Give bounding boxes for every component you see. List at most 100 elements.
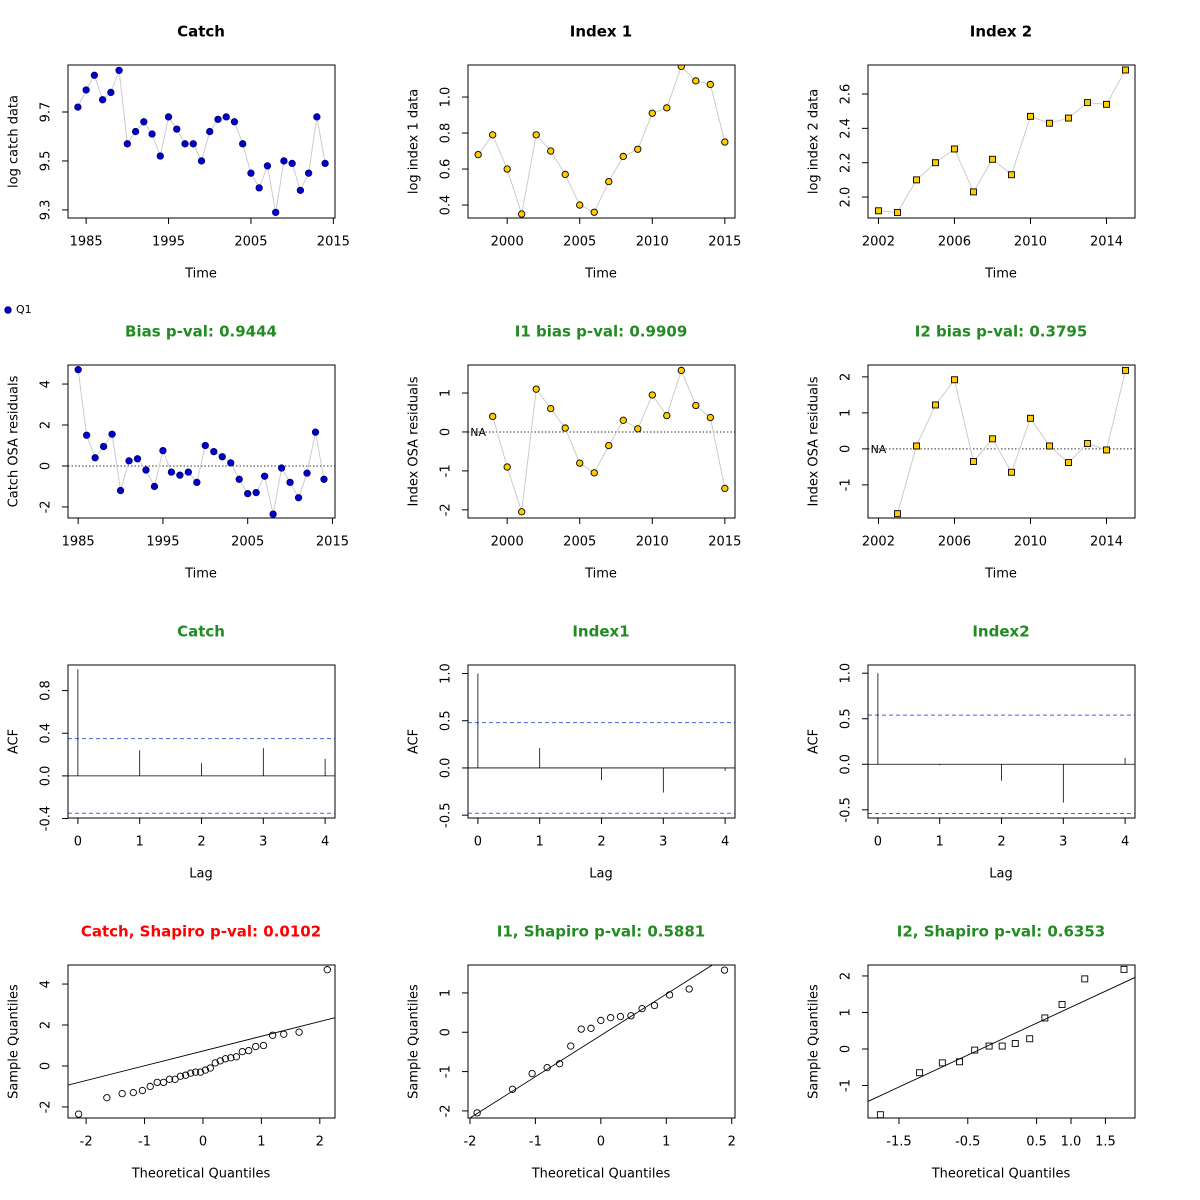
point: [206, 1064, 214, 1072]
x-tick-label: 0: [74, 835, 82, 850]
y-tick-label: 9.7: [39, 102, 54, 123]
plot-area: [875, 66, 1129, 216]
y-tick-label: 0.5: [439, 710, 454, 731]
point: [159, 446, 167, 455]
x-tick-label: 1: [936, 835, 944, 850]
point: [148, 130, 156, 138]
point: [638, 1005, 646, 1013]
x-tick-label: 2: [728, 1135, 736, 1150]
point: [176, 471, 184, 479]
point: [1011, 1040, 1019, 1047]
y-axis-label: ACF: [407, 729, 422, 754]
point: [171, 1075, 179, 1083]
x-tick-label: 2015: [708, 235, 741, 250]
point: [210, 447, 218, 456]
point: [597, 1016, 605, 1025]
x-tick-label: 2005: [563, 535, 596, 550]
point: [916, 1069, 924, 1077]
x-tick-label: 0: [597, 1135, 605, 1150]
series-line: [477, 65, 726, 215]
point: [255, 184, 263, 192]
x-tick-label: 4: [1121, 835, 1129, 850]
point: [650, 1001, 659, 1010]
y-tick-label: 2: [839, 972, 854, 980]
point: [685, 985, 693, 993]
plot-frame: [67, 964, 336, 1119]
point: [263, 162, 272, 170]
point: [295, 1028, 303, 1036]
point: [107, 88, 115, 97]
point: [648, 391, 656, 399]
x-tick-label: -2: [463, 1135, 476, 1150]
point: [181, 1071, 190, 1079]
y-tick-label: 1: [439, 389, 454, 397]
point: [561, 424, 569, 432]
point: [238, 1047, 246, 1056]
y-tick-label: 0: [439, 428, 454, 436]
y-tick-label: 2.6: [839, 84, 854, 105]
x-tick-label: 2006: [938, 535, 971, 550]
point: [663, 104, 671, 112]
point: [138, 1086, 147, 1095]
point: [627, 1012, 635, 1020]
y-tick-label: 0: [39, 1062, 54, 1070]
point: [503, 463, 511, 471]
point: [211, 1059, 219, 1067]
point: [1041, 1014, 1049, 1022]
point: [239, 140, 247, 148]
point: [235, 475, 243, 483]
x-tick-label: 2: [316, 1135, 324, 1150]
point: [875, 207, 882, 215]
point: [214, 115, 222, 123]
point: [108, 430, 116, 438]
y-tick-label: -1: [839, 478, 854, 491]
point: [913, 176, 920, 184]
point: [547, 147, 555, 155]
point: [74, 103, 82, 111]
point: [474, 150, 482, 159]
x-tick-label: 3: [659, 835, 667, 850]
x-tick-label: 2015: [708, 535, 741, 550]
y-axis-label: Sample Quantiles: [407, 984, 422, 1099]
panel: Catch, Shapiro p-val: 0.0102 Theoretical …: [7, 923, 336, 1182]
point: [1103, 100, 1110, 108]
x-tick-label: -0.5: [955, 1135, 980, 1150]
point: [1027, 112, 1034, 120]
point: [634, 425, 642, 433]
point: [118, 1089, 126, 1098]
x-tick-label: 4: [721, 835, 729, 850]
x-tick-label: 2015: [317, 235, 350, 250]
point: [590, 469, 598, 477]
point: [116, 486, 125, 495]
x-tick-label: -2: [80, 1135, 93, 1150]
y-tick-label: -2: [39, 1100, 54, 1113]
panel-title: I2 bias p-val: 0.3795: [915, 323, 1088, 341]
x-tick-label: 1985: [70, 235, 103, 250]
x-tick-label: 0: [474, 835, 482, 850]
plot-area: [68, 366, 335, 518]
y-tick-label: -0.5: [439, 802, 454, 827]
point: [576, 201, 584, 209]
point: [677, 366, 685, 375]
plot-area: [74, 66, 329, 217]
point: [196, 1068, 205, 1076]
x-tick-label: -1: [529, 1135, 542, 1150]
point: [74, 1110, 83, 1118]
na-label: NA: [871, 443, 887, 456]
point: [74, 366, 82, 374]
na-label: NA: [470, 426, 486, 439]
point: [296, 186, 305, 194]
point: [1120, 965, 1128, 973]
point: [90, 71, 99, 79]
x-tick-label: 2000: [491, 235, 524, 250]
point: [663, 411, 671, 420]
panel-title: Catch: [177, 623, 225, 641]
plot-frame: [67, 664, 336, 819]
panel: Bias p-val: 0.9444 Time Catch OSA residual…: [7, 323, 350, 582]
y-tick-label: 0.6: [439, 159, 454, 180]
x-tick-label: 1: [662, 1135, 670, 1150]
panel-title: Catch: [177, 23, 225, 41]
y-tick-label: 2.0: [839, 187, 854, 208]
x-axis-label: Theoretical Quantiles: [931, 1167, 1071, 1182]
